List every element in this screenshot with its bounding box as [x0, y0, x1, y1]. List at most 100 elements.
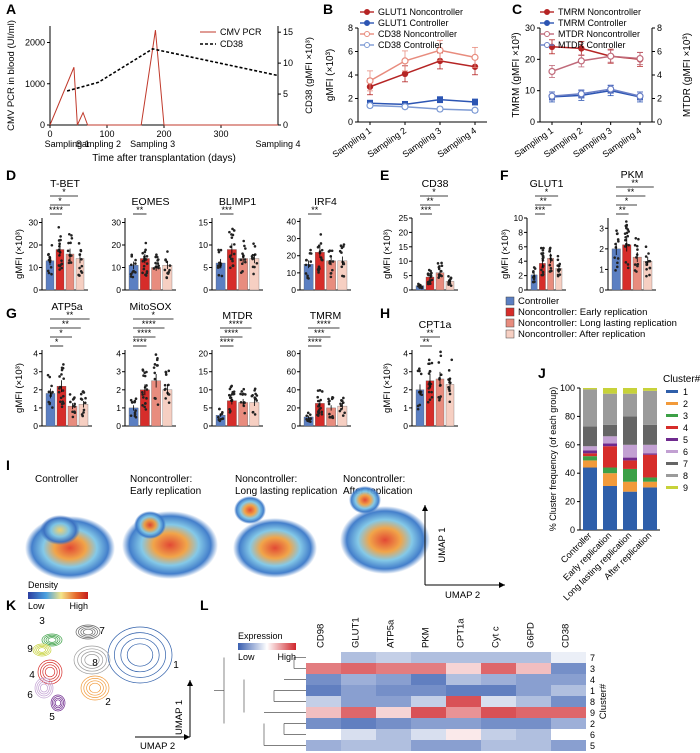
d-3-dot [331, 260, 335, 263]
j-segment [623, 481, 637, 492]
d-1-dot [165, 276, 169, 280]
g-1-dot [153, 363, 157, 366]
g-0-dot [60, 373, 63, 376]
f-0-dot [548, 250, 551, 253]
d-0-dot [58, 268, 61, 271]
g-0-dot [60, 405, 64, 409]
e-0-ytick-label: 25 [399, 213, 409, 223]
d-3-ytick-label: 40 [287, 216, 297, 226]
g-0-sig-label: ** [62, 319, 70, 329]
e-0-dot [448, 282, 452, 285]
g-2-title: MTDR [222, 310, 253, 322]
g-3-dot [327, 402, 331, 406]
g-3-sig-label: *** [314, 328, 325, 338]
c-point [548, 67, 556, 76]
b-point [401, 103, 409, 111]
c-ytick-label: 0 [530, 117, 535, 127]
j-segment [643, 487, 657, 530]
h-0-ytick-label: 0 [403, 421, 408, 431]
d-0-dot [57, 249, 60, 253]
d-2-dot [244, 247, 247, 250]
d-2-ytick-label: 0 [203, 285, 208, 295]
e-0-dot [437, 265, 441, 269]
d-0-dot [59, 235, 62, 238]
g-3-dot [316, 399, 320, 403]
d-0-dot [46, 269, 50, 273]
d-1-dot [156, 262, 160, 265]
g-1-title: MitoSOX [129, 301, 171, 313]
g-1-ytick-label: 4 [116, 349, 121, 359]
j-legend-label: 1 [683, 387, 688, 397]
g-1-sig-label: * [151, 310, 155, 320]
f-1-dot [636, 248, 639, 251]
j-ylabel: % Cluster frequency (of each group) [548, 387, 558, 532]
k-cluster-contour [50, 694, 66, 712]
a-xtick-label: 100 [99, 129, 114, 139]
d-0-dot [60, 266, 64, 270]
d-3-ytick-label: 20 [287, 251, 297, 261]
k-cluster-contour [38, 681, 50, 695]
d-0-dot [59, 238, 62, 242]
g-2-dot [221, 417, 225, 420]
l-cell [376, 696, 411, 707]
g-3-dot [309, 417, 313, 420]
j-ytick-label: 20 [565, 497, 575, 507]
g-3-dot [316, 389, 320, 392]
g-0-dot [62, 394, 65, 398]
g-2-dot [253, 389, 256, 392]
g-2-ytick-label: 20 [199, 349, 209, 359]
b-ytick-label: 0 [348, 117, 353, 127]
k-cluster-contour [80, 675, 110, 701]
panel-g: 01234******ATP5a01234*************MitoSO… [14, 301, 351, 431]
d-ylabel: gMFI (×10³) [14, 229, 25, 279]
h-0-dot [430, 390, 433, 394]
j-legend-label: 5 [683, 435, 688, 445]
k-cluster-label: 9 [27, 644, 33, 655]
f-0-dot [541, 270, 545, 274]
l-cell [516, 729, 551, 740]
b-ytick-label: 6 [348, 47, 353, 57]
b-series-line [369, 60, 476, 88]
g-1-dot [130, 401, 134, 404]
l-legend-low: Low [238, 652, 255, 662]
k-cluster-contour [40, 662, 60, 682]
e-0-title: CD38 [422, 178, 449, 190]
d-1-ytick-label: 0 [116, 285, 121, 295]
k-cluster-contour [34, 677, 54, 699]
g-1-dot [141, 368, 145, 371]
panel-letter-e: E [380, 167, 389, 183]
g-1-sig-label: **** [133, 337, 148, 347]
j-segment [583, 453, 597, 457]
f-0-sig-label: *** [535, 205, 546, 215]
f-0-dot [556, 258, 560, 262]
panel-letter-l: L [200, 597, 209, 613]
d-3-dot [330, 249, 334, 253]
i-umap2-label: UMAP 2 [445, 590, 480, 601]
d-2-dot [253, 265, 256, 269]
l-row-label: 1 [590, 686, 595, 696]
b-point [401, 57, 409, 65]
g-3-dot [320, 390, 324, 393]
j-legend-swatch [666, 402, 678, 405]
j-segment [583, 426, 597, 447]
k-cluster-label: 4 [29, 670, 35, 681]
f-0-ytick-label: 6 [518, 242, 523, 252]
k-cluster-label: 1 [173, 660, 179, 671]
f-0-dot [558, 262, 562, 266]
d-2-dot [217, 250, 221, 254]
l-cell [411, 685, 446, 696]
k-cluster-label: 5 [49, 712, 55, 723]
j-segment [643, 481, 657, 488]
h-0-sig-label: ** [426, 328, 434, 338]
f-0-dot [542, 246, 545, 250]
k-cluster-contour [36, 679, 52, 697]
e-0-sig-label: * [432, 187, 436, 197]
l-col-label: CPT1a [456, 618, 467, 648]
g-1-dot [143, 405, 146, 409]
f-0-sig-label: ** [540, 196, 548, 206]
l-cell [306, 718, 341, 729]
l-row-label: 4 [590, 675, 595, 685]
d-1-sig-label: ** [136, 205, 144, 215]
k-cluster-contour [52, 696, 64, 710]
